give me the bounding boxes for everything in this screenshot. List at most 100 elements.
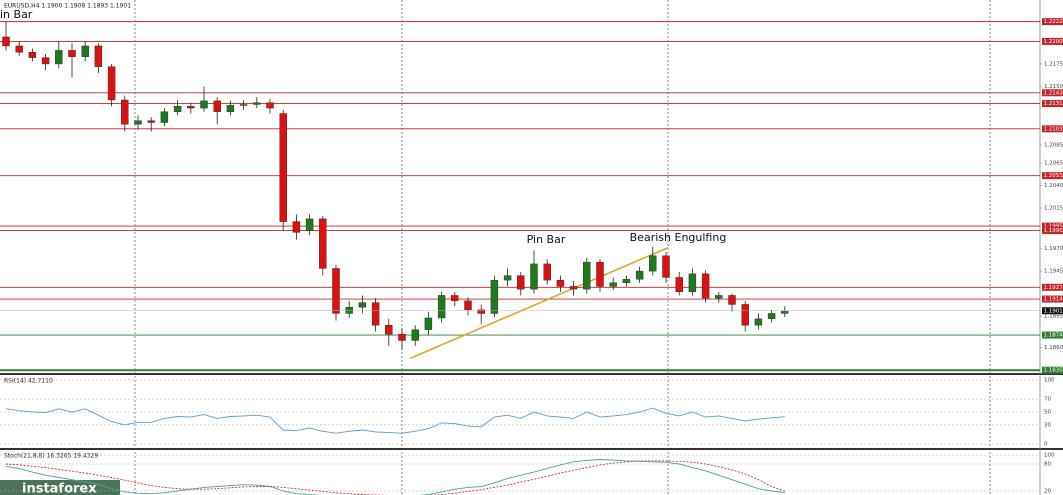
indicator-line bbox=[5, 407, 785, 434]
y-tick-label: 1.1970 bbox=[1044, 246, 1063, 252]
candle-body bbox=[424, 317, 433, 330]
candle-body bbox=[68, 50, 76, 57]
candle-body bbox=[134, 120, 142, 125]
candle-body bbox=[556, 279, 565, 287]
candle-body bbox=[94, 45, 103, 67]
level-box bbox=[1042, 125, 1063, 133]
level-box bbox=[1042, 366, 1063, 374]
level-label: 1.2131 bbox=[1044, 101, 1063, 107]
candle-body bbox=[503, 275, 512, 281]
y-tick-label: 1.1860 bbox=[1044, 345, 1063, 351]
level-label: 1.1990 bbox=[1044, 228, 1063, 234]
candle-body bbox=[15, 45, 23, 53]
level-box bbox=[1042, 89, 1063, 97]
candle-body bbox=[543, 263, 551, 281]
candle-body bbox=[81, 45, 89, 57]
candle-body bbox=[715, 295, 723, 299]
candle-body bbox=[319, 218, 327, 269]
chart-title: EURUSD,H4 1.1900 1.1908 1.1893 1.1901 bbox=[4, 3, 131, 10]
candle-body bbox=[437, 295, 446, 319]
candle-body bbox=[688, 273, 697, 293]
candle-body bbox=[477, 309, 485, 314]
level-label: 1.2222 bbox=[1044, 19, 1063, 25]
panel-title: RSI(14) 42.7110 bbox=[4, 378, 53, 385]
candle-body bbox=[596, 261, 604, 287]
last-price-box bbox=[1042, 307, 1063, 315]
candle-body bbox=[200, 100, 208, 109]
y-tick-label: 30 bbox=[1044, 422, 1051, 428]
last-price-label: 1.1901 bbox=[1044, 308, 1063, 314]
candle-body bbox=[609, 282, 617, 287]
panel-title: Stoch(21,8,8) 16.3265 19.4329 bbox=[4, 453, 98, 460]
level-label: 1.2051 bbox=[1044, 173, 1063, 179]
y-tick-label: 50 bbox=[1044, 410, 1051, 416]
candle-body bbox=[675, 277, 683, 293]
level-box bbox=[1042, 331, 1063, 339]
candle-body bbox=[305, 218, 314, 231]
candle-body bbox=[41, 57, 50, 65]
candle-body bbox=[451, 295, 459, 302]
candle-body bbox=[411, 329, 419, 341]
candle-body bbox=[28, 52, 37, 58]
candle-body bbox=[187, 106, 195, 109]
annotation: Pin Bar bbox=[527, 233, 566, 246]
candle-body bbox=[173, 106, 182, 112]
level-box bbox=[1042, 18, 1063, 26]
y-tick-label: 1.2150 bbox=[1044, 84, 1063, 90]
watermark: instaforex bbox=[22, 482, 97, 495]
watermark-bg bbox=[0, 480, 120, 495]
candle-body bbox=[728, 295, 736, 305]
candle-body bbox=[398, 333, 406, 341]
candle-body bbox=[649, 255, 657, 272]
level-box bbox=[1042, 295, 1063, 303]
candle-body bbox=[701, 273, 710, 299]
level-label: 1.2143 bbox=[1044, 90, 1063, 96]
candle-body bbox=[345, 306, 353, 314]
candle-body bbox=[358, 302, 367, 308]
trendline bbox=[409, 247, 669, 360]
level-label: 1.1927 bbox=[1044, 285, 1063, 291]
y-tick-label: 80 bbox=[1044, 462, 1051, 468]
candle-body bbox=[530, 263, 538, 290]
candle-body bbox=[371, 302, 380, 326]
y-tick-label: 100 bbox=[1044, 453, 1055, 459]
y-tick-label: 1.2065 bbox=[1044, 161, 1063, 167]
level-label: 1.1874 bbox=[1044, 333, 1063, 339]
level-label: 1.1835 bbox=[1044, 368, 1063, 374]
y-tick-label: 100 bbox=[1044, 377, 1055, 383]
candle-body bbox=[464, 300, 472, 311]
level-label: 1.2200 bbox=[1044, 39, 1063, 45]
candle-body bbox=[253, 102, 261, 105]
annotation: Bearish Engulfing bbox=[630, 231, 727, 244]
candle-body bbox=[569, 286, 578, 290]
candle-body bbox=[635, 270, 644, 280]
candle-body bbox=[332, 268, 340, 314]
candle-body bbox=[781, 310, 789, 314]
level-box bbox=[1042, 100, 1063, 108]
level-label: 1.2103 bbox=[1044, 126, 1063, 132]
candle-body bbox=[622, 279, 631, 284]
candle-body bbox=[121, 99, 129, 125]
level-box bbox=[1042, 283, 1063, 291]
y-tick-label: 70 bbox=[1044, 397, 1051, 403]
y-tick-label: 0 bbox=[1044, 442, 1048, 448]
indicator-line bbox=[5, 459, 785, 495]
session-separators bbox=[134, 0, 991, 495]
indicator-line bbox=[5, 460, 785, 495]
plot-area bbox=[0, 0, 1040, 495]
y-tick-label: 1.2040 bbox=[1044, 183, 1063, 189]
candle-body bbox=[583, 261, 591, 290]
level-box bbox=[1042, 227, 1063, 235]
candle-body bbox=[490, 279, 499, 314]
candle-body bbox=[2, 36, 10, 47]
candle-body bbox=[517, 275, 525, 290]
candle-body bbox=[239, 104, 248, 106]
candle-body bbox=[266, 102, 274, 109]
candle-body bbox=[741, 304, 749, 326]
level-label: 1.1914 bbox=[1044, 297, 1063, 303]
candle-body bbox=[147, 120, 155, 123]
level-box bbox=[1042, 222, 1063, 230]
candle-body bbox=[107, 66, 116, 101]
